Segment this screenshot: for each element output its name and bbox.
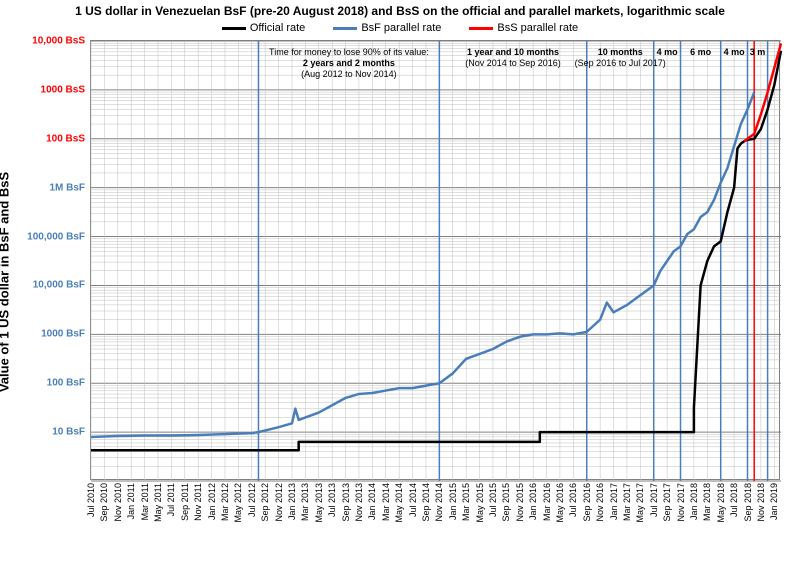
x-tick-label: Sep 2012 <box>260 483 270 522</box>
x-tick-label: Jan 2011 <box>126 483 136 519</box>
x-tick-label: Jul 2018 <box>729 483 739 517</box>
y-axis-title: Value of 1 US dollar in BsF and BsS <box>0 171 12 391</box>
x-tick-label: Sep 2017 <box>662 483 672 522</box>
legend-swatch <box>469 27 493 30</box>
x-tick-label: Jul 2011 <box>166 483 176 516</box>
legend-item: BsS parallel rate <box>469 22 578 34</box>
x-tick-label: Jan 2014 <box>367 483 377 520</box>
x-tick-label: Jul 2015 <box>488 483 498 517</box>
x-tick-label: Nov 2011 <box>193 483 203 521</box>
x-tick-label: May 2014 <box>394 483 404 523</box>
legend: Official rate BsF parallel rate BsS parall… <box>0 22 800 34</box>
x-tick-label: Mar 2018 <box>702 483 712 521</box>
y-tick-label: 100,000 BsF <box>27 231 85 242</box>
x-tick-label: May 2011 <box>153 483 163 522</box>
x-tick-label: May 2015 <box>475 483 485 523</box>
y-tick-label: 1M BsF <box>49 182 85 193</box>
legend-label: BsF parallel rate <box>361 22 441 34</box>
x-tick-label: May 2017 <box>635 483 645 523</box>
x-tick-label: Jul 2010 <box>86 483 96 517</box>
x-tick-label: Jan 2019 <box>769 483 779 520</box>
x-tick-label: May 2013 <box>314 483 324 523</box>
x-tick-label: Nov 2016 <box>595 483 605 522</box>
legend-label: BsS parallel rate <box>497 22 578 34</box>
x-tick-label: May 2018 <box>716 483 726 523</box>
plot-svg <box>91 41 781 481</box>
legend-swatch <box>222 27 246 30</box>
x-tick-label: Mar 2017 <box>622 483 632 521</box>
x-tick-label: Sep 2011 <box>180 483 190 521</box>
x-tick-label: Nov 2018 <box>756 483 766 522</box>
x-tick-label: Mar 2013 <box>300 483 310 521</box>
plot-area: Time for money to lose 90% of its value:… <box>90 40 780 480</box>
x-tick-label: Sep 2010 <box>99 483 109 522</box>
y-tick-label: 100 BsF <box>47 378 85 389</box>
x-tick-label: Sep 2016 <box>582 483 592 522</box>
x-tick-label: Jan 2017 <box>609 483 619 520</box>
x-tick-label: Sep 2015 <box>501 483 511 522</box>
legend-swatch <box>333 27 357 30</box>
x-tick-label: Sep 2018 <box>743 483 753 522</box>
x-tick-label: Jul 2017 <box>649 483 659 517</box>
y-tick-label: 10,000 BsF <box>33 280 85 291</box>
x-tick-label: Sep 2014 <box>421 483 431 522</box>
x-tick-label: Jan 2018 <box>689 483 699 520</box>
x-tick-label: May 2012 <box>233 483 243 523</box>
legend-item: Official rate <box>222 22 305 34</box>
x-tick-label: Nov 2013 <box>354 483 364 522</box>
y-tick-label: 1000 BsS <box>41 84 85 95</box>
x-tick-label: Mar 2012 <box>220 483 230 521</box>
chart-container: Value of 1 US dollar in BsF and BsS 1 US… <box>0 0 800 563</box>
x-tick-label: Mar 2014 <box>381 483 391 521</box>
x-tick-label: Jul 2014 <box>408 483 418 517</box>
x-tick-label: Sep 2013 <box>341 483 351 522</box>
x-tick-label: Jan 2016 <box>528 483 538 520</box>
x-tick-label: Mar 2015 <box>461 483 471 521</box>
x-tick-label: Nov 2010 <box>113 483 123 522</box>
x-tick-label: Mar 2011 <box>140 483 150 520</box>
legend-item: BsF parallel rate <box>333 22 441 34</box>
x-tick-label: Nov 2014 <box>434 483 444 522</box>
x-tick-label: Jul 2013 <box>327 483 337 517</box>
y-tick-label: 1000 BsF <box>41 329 85 340</box>
x-tick-label: May 2016 <box>555 483 565 523</box>
x-tick-label: Nov 2017 <box>676 483 686 522</box>
x-tick-label: Mar 2016 <box>542 483 552 521</box>
x-tick-label: Jan 2012 <box>207 483 217 520</box>
y-tick-label: 100 BsS <box>46 133 85 144</box>
x-tick-label: Jan 2015 <box>448 483 458 520</box>
y-tick-label: 10 BsF <box>52 427 85 438</box>
y-tick-label: 10,000 BsS <box>32 36 85 47</box>
legend-label: Official rate <box>250 22 305 34</box>
x-tick-label: Nov 2015 <box>515 483 525 522</box>
chart-title: 1 US dollar in Venezuelan BsF (pre-20 Au… <box>0 4 800 18</box>
x-tick-label: Nov 2012 <box>274 483 284 522</box>
x-tick-label: Jan 2013 <box>287 483 297 520</box>
x-tick-label: Jul 2012 <box>247 483 257 517</box>
x-tick-label: Jul 2016 <box>568 483 578 517</box>
